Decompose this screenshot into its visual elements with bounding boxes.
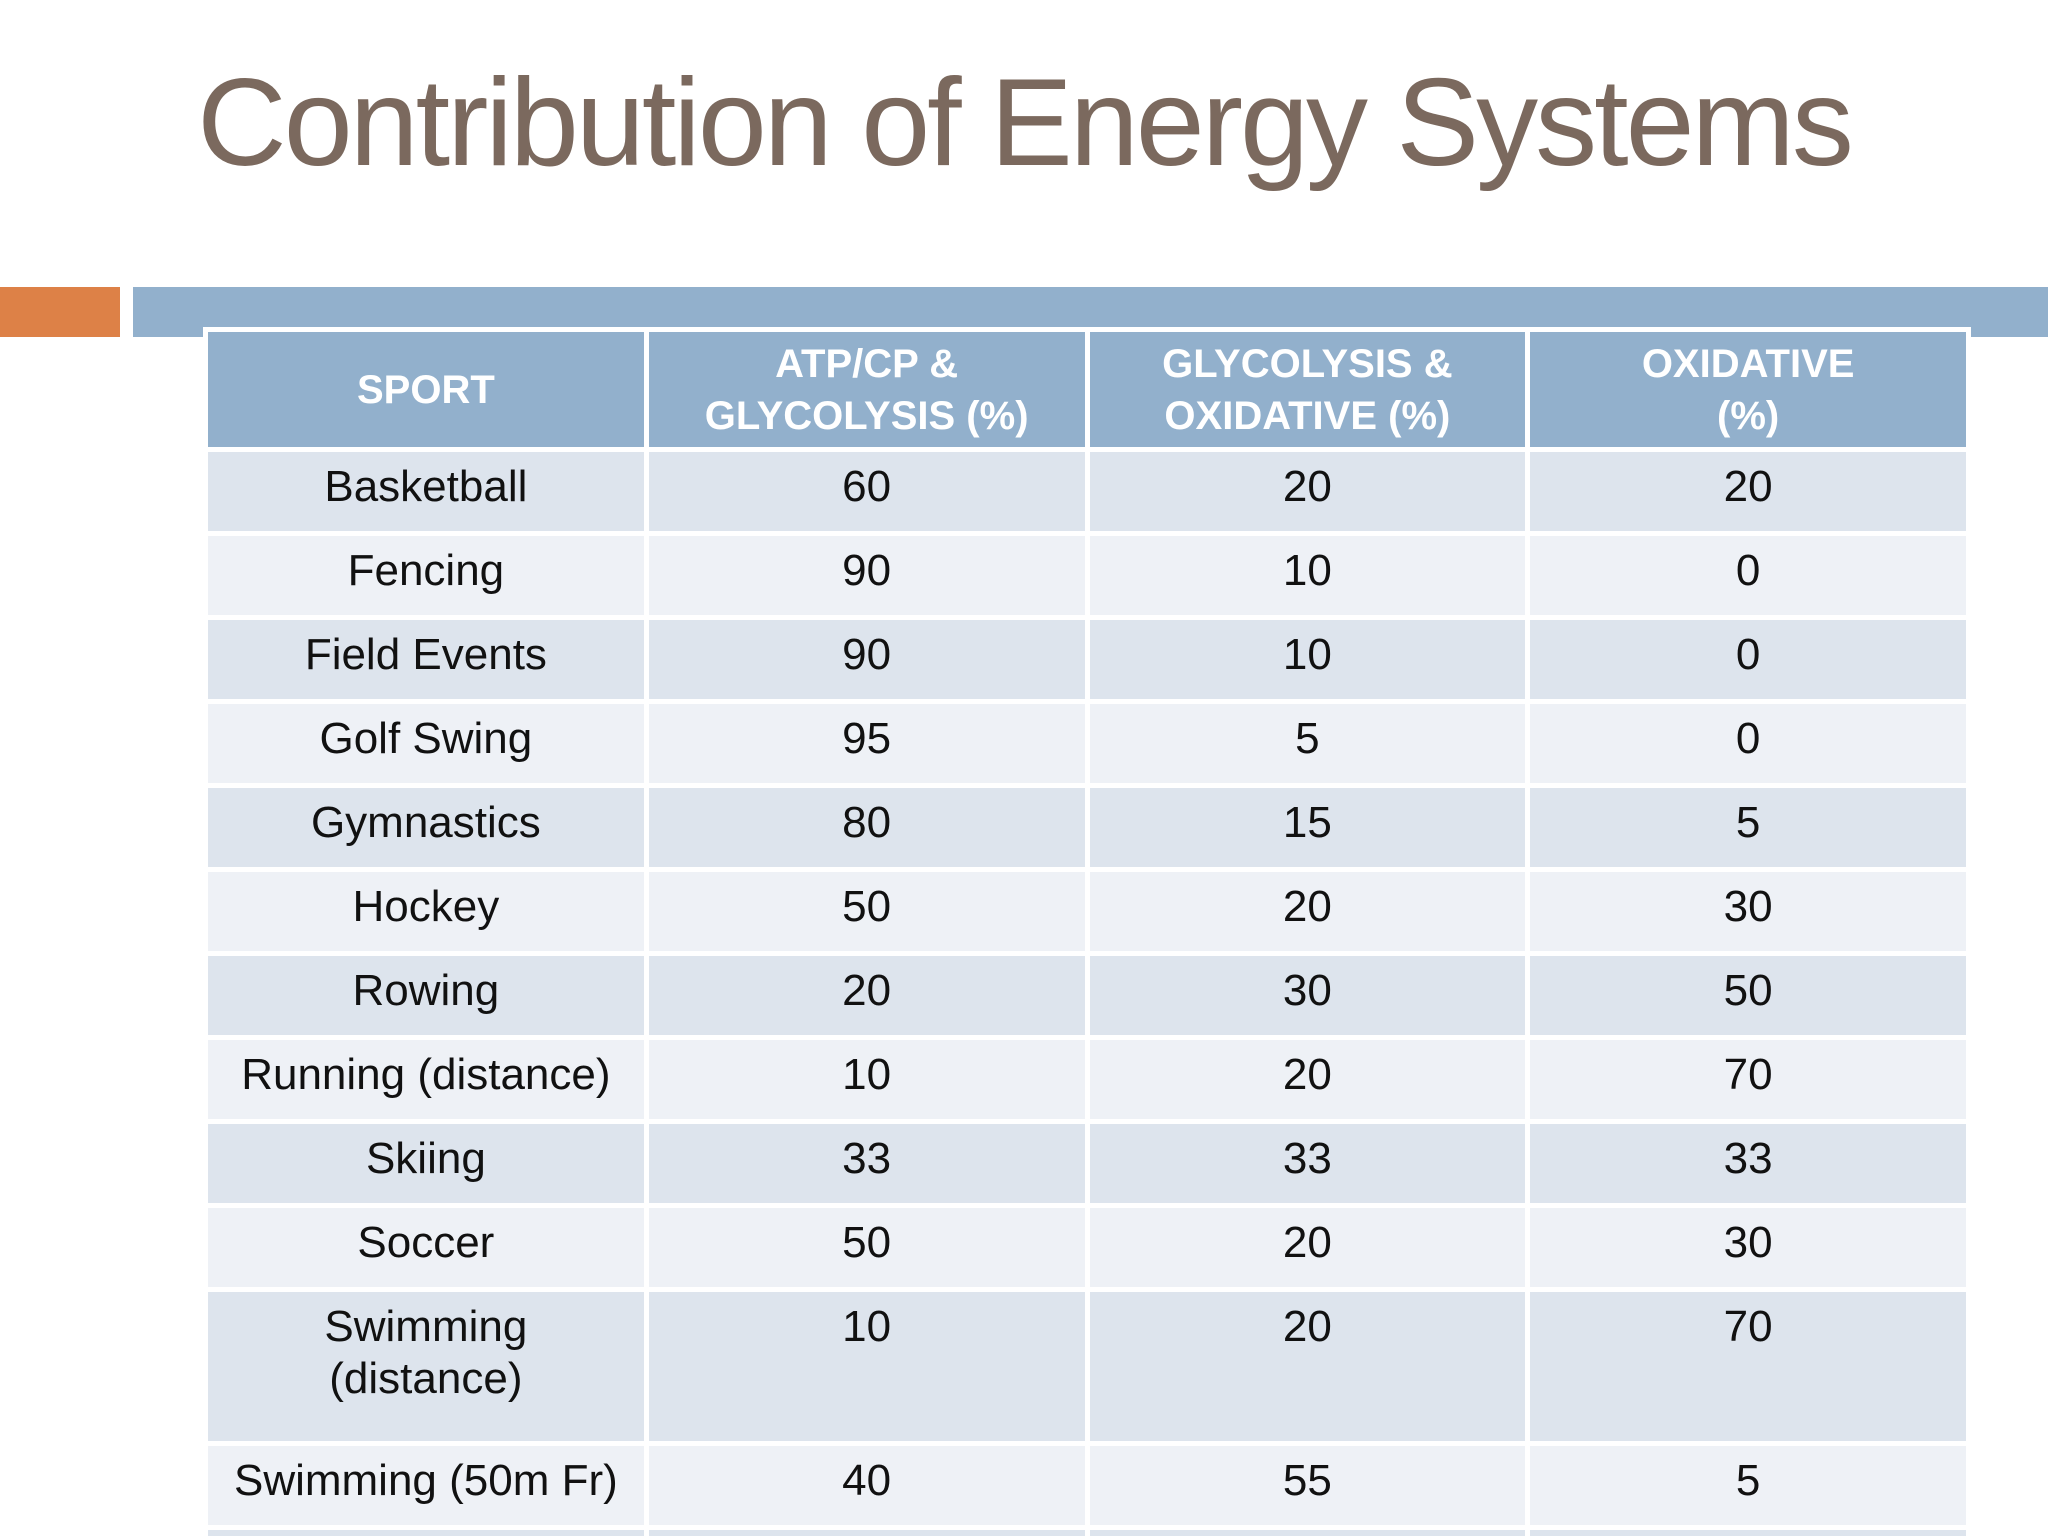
- value-cell: 70: [648, 1530, 1085, 1536]
- value-cell: 50: [1530, 956, 1966, 1035]
- value-cell: 33: [1530, 1124, 1966, 1203]
- value-cell: 10: [1089, 620, 1526, 699]
- table-body: Basketball 60 20 20 Fencing 90 10 0 Fiel…: [208, 452, 1966, 1536]
- sport-cell: Swimming (50m Fr): [208, 1446, 644, 1525]
- value-cell: 40: [648, 1446, 1085, 1525]
- value-cell: 50: [648, 1208, 1085, 1287]
- table-row-golf-swing: Golf Swing 95 5 0: [208, 704, 1966, 783]
- col-header-oxidative: OXIDATIVE (%): [1530, 332, 1966, 447]
- sport-cell: Rowing: [208, 956, 644, 1035]
- value-cell: 0: [1530, 620, 1966, 699]
- value-cell: 20: [1089, 1530, 1526, 1536]
- value-cell: 90: [648, 620, 1085, 699]
- header-row: SPORT ATP/CP & GLYCOLYSIS (%) GLYCOLYSIS…: [208, 332, 1966, 447]
- value-cell: 20: [1089, 1292, 1526, 1441]
- sport-cell: Skiing: [208, 1124, 644, 1203]
- value-cell: 10: [648, 1292, 1085, 1441]
- table-row-rowing: Rowing 20 30 50: [208, 956, 1966, 1035]
- sport-cell: Soccer: [208, 1208, 644, 1287]
- table-header: SPORT ATP/CP & GLYCOLYSIS (%) GLYCOLYSIS…: [208, 332, 1966, 447]
- value-cell: 90: [648, 536, 1085, 615]
- table-row-skiing: Skiing 33 33 33: [208, 1124, 1966, 1203]
- value-cell: 20: [1089, 872, 1526, 951]
- value-cell: 30: [1089, 956, 1526, 1035]
- orange-accent-bar: [0, 287, 120, 337]
- value-cell: 10: [1530, 1530, 1966, 1536]
- value-cell: 10: [648, 1040, 1085, 1119]
- value-cell: 20: [1089, 1208, 1526, 1287]
- sport-cell: Running (distance): [208, 1040, 644, 1119]
- value-cell: 5: [1530, 1446, 1966, 1525]
- sport-cell: Basketball: [208, 452, 644, 531]
- table-row-gymnastics: Gymnastics 80 15 5: [208, 788, 1966, 867]
- value-cell: 50: [648, 872, 1085, 951]
- value-cell: 33: [648, 1124, 1085, 1203]
- value-cell: 95: [648, 704, 1085, 783]
- value-cell: 55: [1089, 1446, 1526, 1525]
- col-header-atp-cp-glycolysis: ATP/CP & GLYCOLYSIS (%): [648, 332, 1085, 447]
- value-cell: 20: [648, 956, 1085, 1035]
- value-cell: 0: [1530, 704, 1966, 783]
- table-row-running-distance: Running (distance) 10 20 70: [208, 1040, 1966, 1119]
- value-cell: 80: [648, 788, 1085, 867]
- energy-systems-table: SPORT ATP/CP & GLYCOLYSIS (%) GLYCOLYSIS…: [203, 327, 1971, 1536]
- value-cell: 10: [1089, 536, 1526, 615]
- value-cell: 0: [1530, 536, 1966, 615]
- table-row-fencing: Fencing 90 10 0: [208, 536, 1966, 615]
- sport-cell: Golf Swing: [208, 704, 644, 783]
- value-cell: 33: [1089, 1124, 1526, 1203]
- sport-cell: Gymnastics: [208, 788, 644, 867]
- sport-cell: Swimming (distance): [208, 1292, 644, 1441]
- sport-cell: Field Events: [208, 620, 644, 699]
- value-cell: 70: [1530, 1292, 1966, 1441]
- sport-cell: Tennis: [208, 1530, 644, 1536]
- col-header-glycolysis-oxidative: GLYCOLYSIS & OXIDATIVE (%): [1089, 332, 1526, 447]
- value-cell: 20: [1089, 1040, 1526, 1119]
- value-cell: 20: [1089, 452, 1526, 531]
- table-row-swimming-distance: Swimming (distance) 10 20 70: [208, 1292, 1966, 1441]
- sport-cell: Hockey: [208, 872, 644, 951]
- table-row-field-events: Field Events 90 10 0: [208, 620, 1966, 699]
- slide-title: Contribution of Energy Systems: [197, 54, 1854, 192]
- table-row-basketball: Basketball 60 20 20: [208, 452, 1966, 531]
- value-cell: 5: [1089, 704, 1526, 783]
- value-cell: 30: [1530, 872, 1966, 951]
- table-row-swimming-50m-fr: Swimming (50m Fr) 40 55 5: [208, 1446, 1966, 1525]
- value-cell: 60: [648, 452, 1085, 531]
- value-cell: 15: [1089, 788, 1526, 867]
- value-cell: 20: [1530, 452, 1966, 531]
- value-cell: 70: [1530, 1040, 1966, 1119]
- value-cell: 5: [1530, 788, 1966, 867]
- value-cell: 30: [1530, 1208, 1966, 1287]
- table-row-tennis: Tennis 70 20 10: [208, 1530, 1966, 1536]
- col-header-sport: SPORT: [208, 332, 644, 447]
- sport-cell: Fencing: [208, 536, 644, 615]
- table-row-soccer: Soccer 50 20 30: [208, 1208, 1966, 1287]
- table-row-hockey: Hockey 50 20 30: [208, 872, 1966, 951]
